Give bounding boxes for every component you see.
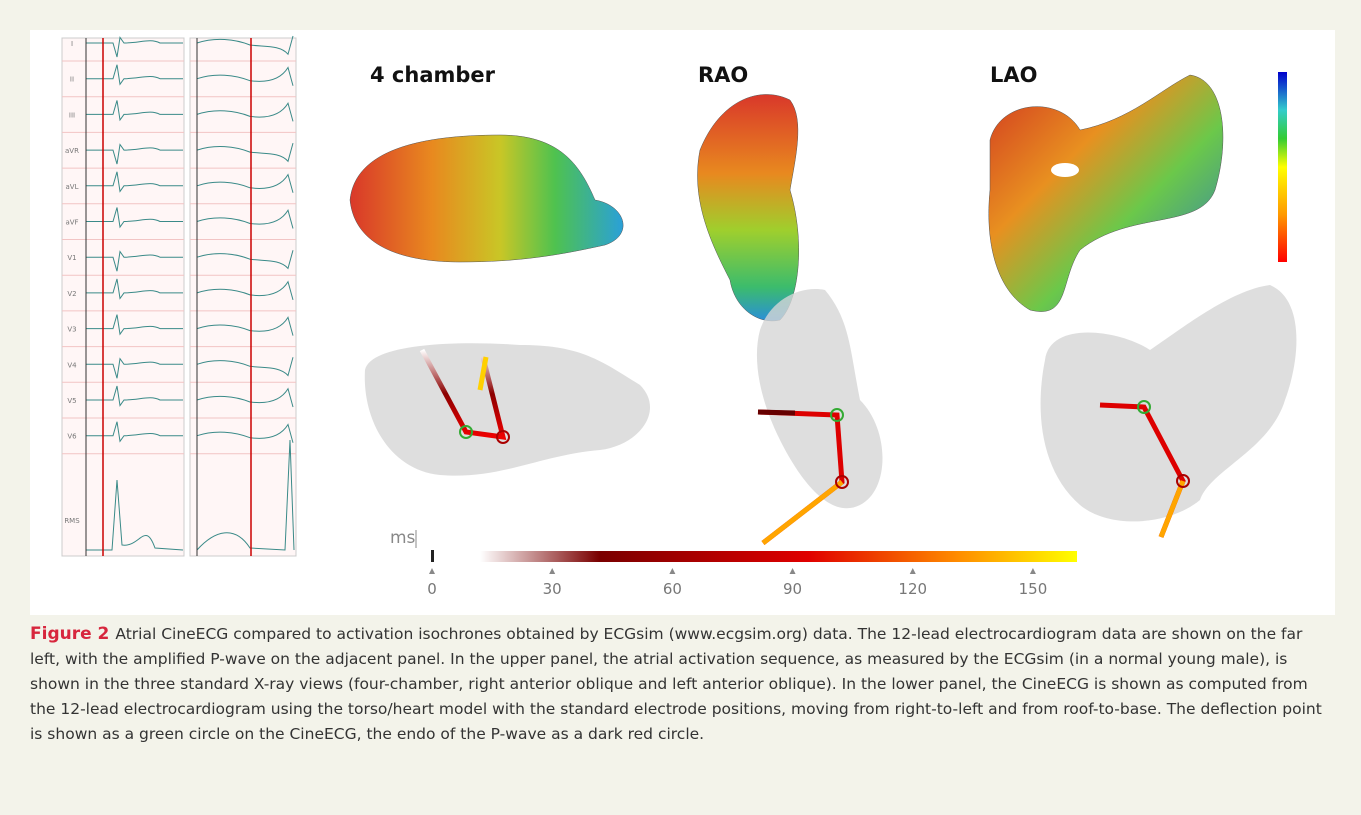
lead-label: V3	[67, 326, 76, 334]
colorbar-label: ms	[390, 528, 416, 548]
lead-label: V5	[67, 397, 76, 405]
caption-text: Atrial CineECG compared to activation is…	[30, 625, 1322, 743]
tick-label: 30	[543, 580, 562, 598]
lead-label: V4	[67, 361, 77, 369]
lead-label: II	[70, 76, 74, 84]
lead-label: RMS	[64, 517, 80, 525]
colorbar-start	[431, 550, 434, 562]
view-title: 4 chamber	[370, 63, 496, 87]
lead-label: aVR	[65, 147, 79, 155]
hole	[1051, 163, 1079, 177]
tick-label: 60	[663, 580, 682, 598]
cineecg-trace	[758, 412, 795, 413]
page: IIIIIIaVRaVLaVFV1V2V3V4V5V6RMS 4 chamber…	[0, 0, 1361, 815]
lead-label: V2	[67, 290, 76, 298]
caption-label: Figure 2	[30, 624, 109, 644]
tick-label: 90	[783, 580, 802, 598]
ecg-panel	[190, 38, 296, 556]
lead-label: III	[69, 111, 75, 119]
lead-label: aVF	[65, 219, 78, 227]
lead-label: I	[71, 40, 73, 48]
lead-label: aVL	[66, 183, 79, 191]
color-scale	[1278, 72, 1287, 262]
lead-label: V1	[67, 254, 76, 262]
lead-label: V6	[67, 433, 77, 441]
colorbar-gradient	[480, 551, 1077, 562]
view-title: RAO	[698, 63, 748, 87]
tick-label: 120	[898, 580, 927, 598]
tick-label: 0	[427, 580, 437, 598]
view-title: LAO	[990, 63, 1038, 87]
tick-label: 150	[1019, 580, 1048, 598]
